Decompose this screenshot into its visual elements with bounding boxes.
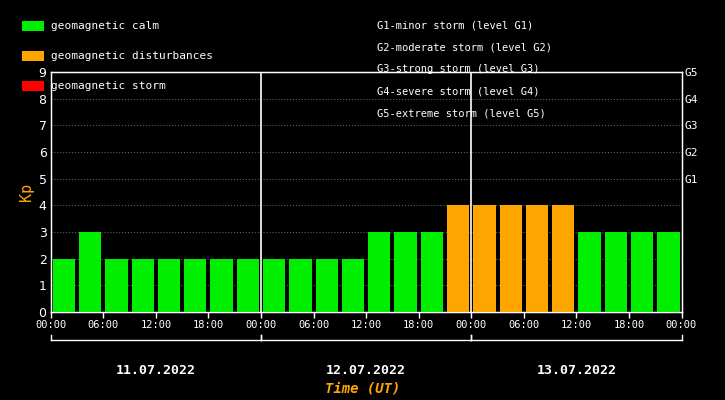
- Text: G1-minor storm (level G1): G1-minor storm (level G1): [377, 20, 534, 30]
- Bar: [53, 259, 75, 312]
- Bar: [105, 259, 128, 312]
- Text: G2-moderate storm (level G2): G2-moderate storm (level G2): [377, 42, 552, 52]
- Bar: [315, 259, 338, 312]
- Bar: [447, 205, 469, 312]
- Text: G5-extreme storm (level G5): G5-extreme storm (level G5): [377, 108, 546, 118]
- Text: 11.07.2022: 11.07.2022: [116, 364, 196, 377]
- Bar: [263, 259, 286, 312]
- Bar: [579, 232, 601, 312]
- Bar: [420, 232, 443, 312]
- Bar: [631, 232, 653, 312]
- Bar: [131, 259, 154, 312]
- Bar: [289, 259, 312, 312]
- Bar: [473, 205, 496, 312]
- Bar: [341, 259, 364, 312]
- Bar: [158, 259, 181, 312]
- Text: geomagnetic storm: geomagnetic storm: [51, 81, 165, 91]
- Bar: [657, 232, 679, 312]
- Text: 13.07.2022: 13.07.2022: [536, 364, 616, 377]
- Text: G4-severe storm (level G4): G4-severe storm (level G4): [377, 86, 539, 96]
- Bar: [526, 205, 548, 312]
- Bar: [605, 232, 627, 312]
- Bar: [210, 259, 233, 312]
- Y-axis label: Kp: Kp: [20, 183, 34, 201]
- Bar: [184, 259, 207, 312]
- Text: G3-strong storm (level G3): G3-strong storm (level G3): [377, 64, 539, 74]
- Bar: [79, 232, 102, 312]
- Text: Time (UT): Time (UT): [325, 382, 400, 396]
- Bar: [500, 205, 522, 312]
- Bar: [368, 232, 391, 312]
- Text: 12.07.2022: 12.07.2022: [326, 364, 406, 377]
- Bar: [552, 205, 574, 312]
- Bar: [236, 259, 259, 312]
- Text: geomagnetic calm: geomagnetic calm: [51, 21, 159, 31]
- Bar: [394, 232, 417, 312]
- Text: geomagnetic disturbances: geomagnetic disturbances: [51, 51, 212, 61]
